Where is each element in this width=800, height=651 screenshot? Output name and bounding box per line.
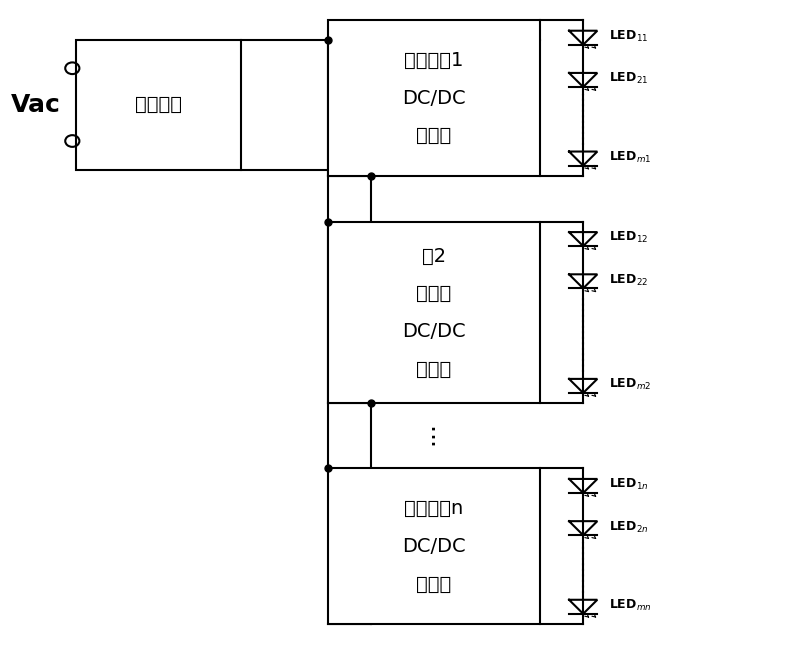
Text: LED$_{m2}$: LED$_{m2}$ <box>609 377 650 393</box>
Bar <box>76 40 242 170</box>
Text: 恒压模块: 恒压模块 <box>135 95 182 114</box>
Bar <box>328 221 540 404</box>
Text: LED$_{11}$: LED$_{11}$ <box>609 29 648 44</box>
Text: DC/DC: DC/DC <box>402 322 466 341</box>
Text: LED$_{22}$: LED$_{22}$ <box>609 273 648 288</box>
Text: Vac: Vac <box>10 92 61 117</box>
Text: LED$_{21}$: LED$_{21}$ <box>609 71 648 87</box>
Text: LED$_{mn}$: LED$_{mn}$ <box>609 598 651 613</box>
Text: DC/DC: DC/DC <box>402 537 466 556</box>
Text: 非隔离: 非隔离 <box>416 126 451 145</box>
Bar <box>328 20 540 176</box>
Text: 非隔离: 非隔离 <box>416 575 451 594</box>
Text: 恒流模: 恒流模 <box>416 284 451 303</box>
Text: LED$_{12}$: LED$_{12}$ <box>609 230 648 245</box>
Text: 非隔离: 非隔离 <box>416 359 451 378</box>
Text: 块2: 块2 <box>422 247 446 266</box>
Bar <box>328 469 540 624</box>
Text: ···: ··· <box>422 421 446 445</box>
Text: LED$_{2n}$: LED$_{2n}$ <box>609 519 648 534</box>
Text: LED$_{m1}$: LED$_{m1}$ <box>609 150 651 165</box>
Text: DC/DC: DC/DC <box>402 89 466 107</box>
Text: 恒流模块n: 恒流模块n <box>404 499 463 518</box>
Text: 恒流模块1: 恒流模块1 <box>404 51 463 70</box>
Text: LED$_{1n}$: LED$_{1n}$ <box>609 477 648 492</box>
